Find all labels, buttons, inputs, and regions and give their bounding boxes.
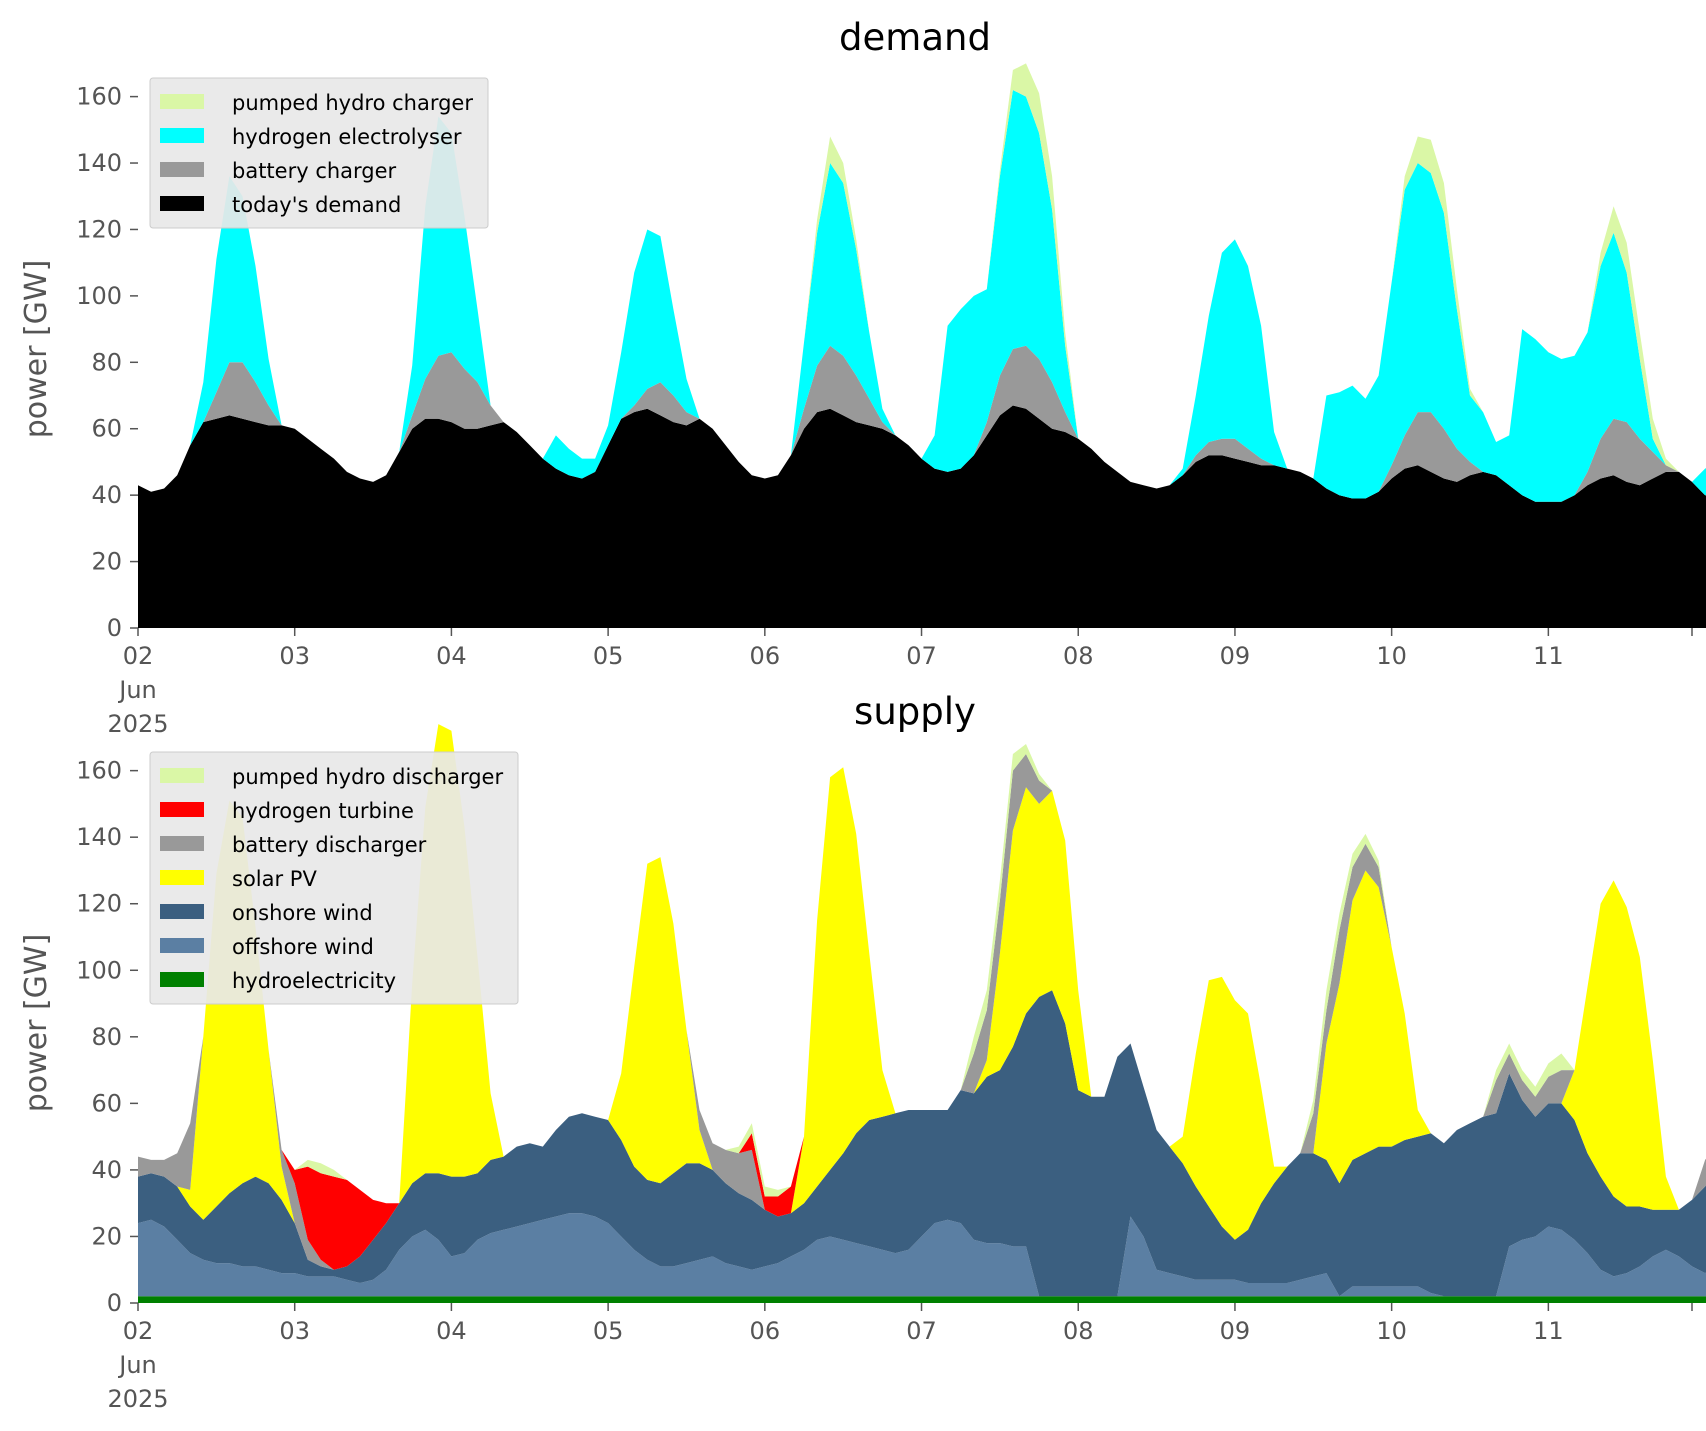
supply-ytick-label: 20 [91,1222,122,1250]
supply-title: supply [854,690,976,733]
demand-xtick-label: 09 [1220,642,1251,670]
supply-legend-label-offshore-wind: offshore wind [232,935,374,959]
demand-xtick-label: 02 [123,642,154,670]
demand-xtick-label: 06 [750,642,781,670]
demand-legend-label-today-s-demand: today's demand [232,193,401,217]
supply-legend-swatch-onshore-wind [160,904,204,919]
demand-ytick-label: 120 [76,215,122,243]
supply-ytick-label: 140 [76,823,122,851]
supply-legend-label-solar-pv: solar PV [232,867,317,891]
demand-legend-swatch-today-s-demand [160,196,204,211]
demand-ytick-label: 40 [91,481,122,509]
demand-ytick-label: 0 [107,614,122,642]
supply-legend-swatch-pumped-hydro-discharger [160,768,204,783]
supply-legend-label-hydroelectricity: hydroelectricity [232,969,396,993]
supply-ylabel: power [GW] [19,934,54,1113]
demand-xtick-label: 07 [906,642,937,670]
supply-area-hydroelectricity [138,1296,1706,1303]
demand-xtick-label: 03 [279,642,310,670]
demand-legend-box [149,77,489,229]
demand-legend-swatch-hydrogen-electrolyser [160,128,204,143]
demand-legend-label-battery-charger: battery charger [232,159,397,183]
demand-legend-swatch-pumped-hydro-charger [160,94,204,109]
demand-areas [138,63,1706,628]
demand-xtick-label: Jun [117,676,157,704]
supply-legend-swatch-offshore-wind [160,938,204,953]
demand-xtick-label: 08 [1063,642,1094,670]
supply-xtick-label: 08 [1063,1317,1094,1345]
supply-legend: pumped hydro discharger hydrogen turbine b… [149,751,519,1005]
supply-area-onshore-wind [138,990,1706,1297]
supply-axes: 0 20 40 60 80 100 120 140 160 02 Jun 2025 03 04 05 06 07… [76,757,1693,1413]
demand-area-hydrogen-electrolyser [138,90,1706,502]
supply-legend-label-onshore-wind: onshore wind [232,901,373,925]
demand-panel: demand power [GW] 0204060801001201401600… [19,16,1706,738]
demand-legend: pumped hydro charger hydrogen electrolyse… [149,77,489,229]
supply-xtick-label: 09 [1220,1317,1251,1345]
demand-legend-swatch-battery-charger [160,162,204,177]
supply-legend-label-battery-discharger: battery discharger [232,833,427,857]
demand-ytick-label: 140 [76,149,122,177]
supply-ytick-label: 120 [76,890,122,918]
demand-ytick-label: 100 [76,282,122,310]
supply-legend-swatch-solar-pv [160,870,204,885]
supply-xtick-label: 05 [593,1317,624,1345]
supply-ytick-label: 80 [91,1023,122,1051]
demand-ytick-label: 80 [91,348,122,376]
supply-ytick-label: 60 [91,1089,122,1117]
demand-xtick-label: 2025 [107,710,168,738]
supply-legend-box [149,751,519,1005]
demand-area-today-s-demand [138,405,1706,628]
demand-legend-label-hydrogen-electrolyser: hydrogen electrolyser [232,125,462,149]
supply-area-offshore-wind [138,1213,1706,1297]
supply-ytick-label: 40 [91,1156,122,1184]
demand-axes: 0 20 40 60 80 100 120 140 160 02 Jun 2025 03 04 05 06 07… [76,83,1693,738]
supply-xtick-label: 11 [1533,1317,1564,1345]
supply-legend-swatch-hydrogen-turbine [160,802,204,817]
demand-ytick-label: 160 [76,83,122,111]
supply-legend-label-pumped-hydro-discharger: pumped hydro discharger [232,765,503,789]
demand-xtick-label: 05 [593,642,624,670]
supply-xtick-label: 2025 [107,1385,168,1413]
demand-xtick-label: 11 [1533,642,1564,670]
supply-xtick-label: 03 [279,1317,310,1345]
supply-legend-swatch-battery-discharger [160,836,204,851]
supply-xtick-label: 07 [906,1317,937,1345]
demand-title: demand [839,16,991,59]
supply-ytick-label: 0 [107,1289,122,1317]
supply-area-battery-discharger [138,724,1706,1270]
demand-ytick-label: 60 [91,415,122,443]
supply-xtick-label: 10 [1376,1317,1407,1345]
demand-xtick-label: 04 [436,642,467,670]
supply-legend-swatch-hydroelectricity [160,972,204,987]
demand-ylabel: power [GW] [19,260,54,439]
supply-legend-label-hydrogen-turbine: hydrogen turbine [232,799,414,823]
supply-xtick-label: 04 [436,1317,467,1345]
supply-ytick-label: 160 [76,757,122,785]
supply-xtick-label: 02 [123,1317,154,1345]
supply-xtick-label: Jun [117,1351,157,1379]
demand-ytick-label: 20 [91,548,122,576]
demand-legend-label-pumped-hydro-charger: pumped hydro charger [232,91,473,115]
supply-xtick-label: 06 [750,1317,781,1345]
supply-panel: supply power [GW] 0204060801001201401600… [19,690,1706,1413]
supply-ytick-label: 100 [76,956,122,984]
demand-xtick-label: 10 [1376,642,1407,670]
